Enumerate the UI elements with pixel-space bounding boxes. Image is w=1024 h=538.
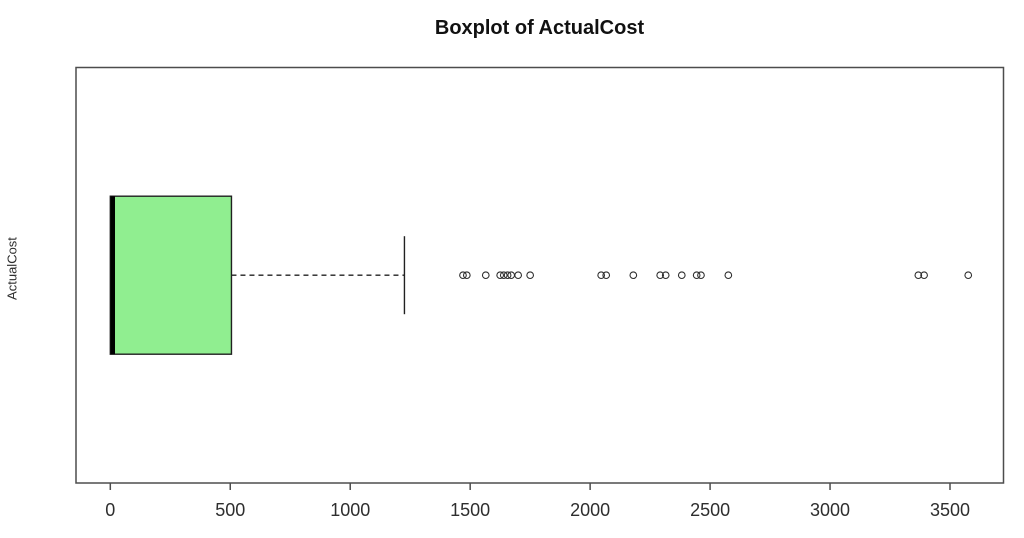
outlier-point: [499, 271, 508, 280]
outlier-point: [914, 271, 923, 280]
outlier-point: [692, 271, 701, 280]
outlier-point: [503, 271, 512, 280]
outlier-point: [481, 271, 490, 280]
outlier-point: [661, 271, 670, 280]
outlier-point: [656, 271, 665, 280]
outlier-point: [462, 271, 471, 280]
outlier-point: [697, 271, 705, 280]
x-tick-label: 2000: [570, 500, 610, 520]
outlier-point: [602, 271, 611, 280]
x-tick-label: 2500: [690, 500, 730, 520]
outlier-point: [724, 271, 733, 280]
box-iqr: [109, 195, 233, 355]
x-tick-label: 1500: [450, 500, 490, 520]
x-tick-label: 3000: [810, 500, 850, 520]
outlier-point: [496, 271, 505, 280]
outlier-point: [964, 271, 973, 280]
outlier-point: [920, 271, 928, 280]
x-tick-label: 1000: [330, 500, 370, 520]
x-tick-label: 500: [215, 500, 245, 520]
x-tick-label: 3500: [930, 500, 970, 520]
outlier-point: [514, 271, 523, 280]
chart-title: Boxplot of ActualCost: [434, 17, 645, 39]
plot-frame: [75, 66, 1005, 484]
outlier-point: [597, 271, 606, 280]
x-tick-label: 0: [105, 500, 115, 520]
outlier-point: [459, 271, 467, 280]
outlier-point: [629, 271, 638, 280]
outlier-point: [677, 271, 686, 280]
outlier-point: [526, 271, 535, 280]
